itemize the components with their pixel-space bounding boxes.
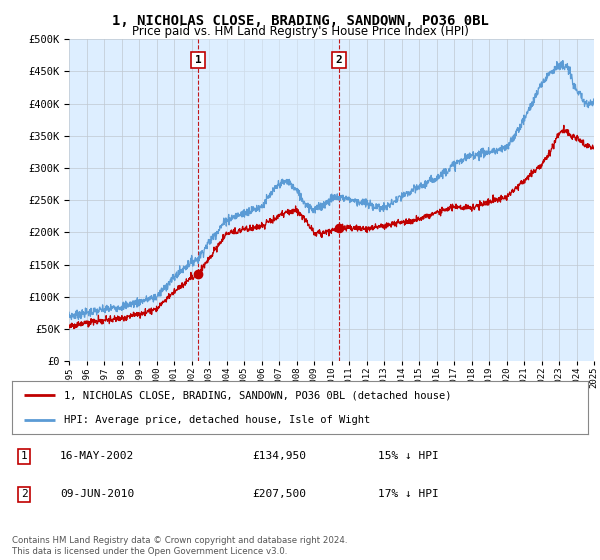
Bar xyxy=(198,39,339,361)
Text: Price paid vs. HM Land Registry's House Price Index (HPI): Price paid vs. HM Land Registry's House … xyxy=(131,25,469,38)
Text: 16-MAY-2002: 16-MAY-2002 xyxy=(60,451,134,461)
Text: 17% ↓ HPI: 17% ↓ HPI xyxy=(378,489,439,500)
Text: 1: 1 xyxy=(194,55,202,65)
Text: £134,950: £134,950 xyxy=(252,451,306,461)
Text: HPI: Average price, detached house, Isle of Wight: HPI: Average price, detached house, Isle… xyxy=(64,414,370,424)
Text: 1: 1 xyxy=(20,451,28,461)
Text: 2: 2 xyxy=(336,55,343,65)
Text: Contains HM Land Registry data © Crown copyright and database right 2024.
This d: Contains HM Land Registry data © Crown c… xyxy=(12,536,347,556)
Text: 1, NICHOLAS CLOSE, BRADING, SANDOWN, PO36 0BL: 1, NICHOLAS CLOSE, BRADING, SANDOWN, PO3… xyxy=(112,14,488,28)
Text: 1, NICHOLAS CLOSE, BRADING, SANDOWN, PO36 0BL (detached house): 1, NICHOLAS CLOSE, BRADING, SANDOWN, PO3… xyxy=(64,390,451,400)
Text: 09-JUN-2010: 09-JUN-2010 xyxy=(60,489,134,500)
Text: £207,500: £207,500 xyxy=(252,489,306,500)
Text: 2: 2 xyxy=(20,489,28,500)
Text: 15% ↓ HPI: 15% ↓ HPI xyxy=(378,451,439,461)
